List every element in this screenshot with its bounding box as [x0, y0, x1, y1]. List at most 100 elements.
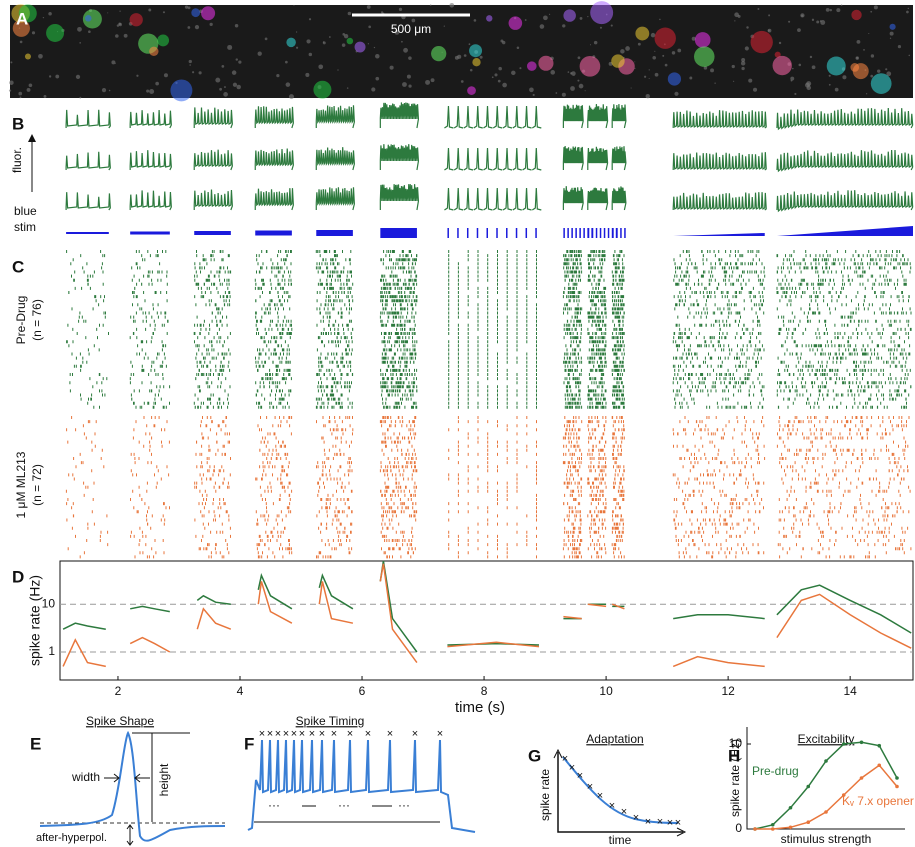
speck — [469, 43, 471, 45]
arrowhead — [28, 134, 36, 142]
stim — [130, 232, 170, 235]
stim — [612, 228, 614, 238]
speck — [649, 69, 650, 70]
cross: × — [587, 781, 593, 793]
speck — [111, 60, 115, 64]
cell — [509, 16, 523, 30]
cross: × — [347, 728, 353, 740]
speck — [820, 20, 822, 22]
points: ×××××××××××× — [562, 753, 681, 829]
speck — [9, 80, 13, 84]
speck — [908, 8, 909, 9]
speck — [662, 55, 664, 57]
speck — [289, 94, 294, 99]
speck — [874, 5, 878, 9]
panel-title: Spike Timing — [296, 714, 365, 728]
speck — [801, 15, 803, 17]
fluor-trace — [503, 188, 512, 210]
speck — [829, 75, 831, 77]
speck — [710, 68, 714, 72]
speck — [517, 46, 520, 49]
fluor-trace — [588, 147, 608, 170]
speck — [430, 4, 431, 5]
speck — [550, 70, 555, 75]
stim — [447, 228, 449, 238]
stim-label: stim — [14, 220, 36, 234]
panel-label: F — [244, 734, 254, 753]
speck — [625, 46, 630, 51]
speck — [794, 93, 796, 95]
speck — [792, 68, 793, 69]
cross: × — [387, 728, 393, 740]
speck — [768, 14, 770, 16]
speck — [568, 71, 570, 73]
series-line — [755, 742, 897, 829]
axes — [558, 752, 683, 832]
stim — [316, 230, 353, 236]
fluor-trace — [563, 105, 583, 128]
cell — [149, 47, 158, 56]
cell — [694, 46, 715, 67]
cross: × — [633, 812, 639, 824]
fluor-trace — [777, 150, 913, 171]
traces — [66, 102, 913, 558]
cross: × — [331, 728, 337, 740]
speck — [431, 78, 435, 82]
stim — [506, 228, 508, 238]
spike-train: ×××××××××××××× — [248, 728, 475, 832]
fluor-trace — [316, 187, 354, 210]
speck — [342, 33, 345, 36]
stim — [583, 228, 585, 238]
fluor-trace — [444, 106, 453, 128]
speck — [856, 56, 859, 59]
speck — [375, 77, 379, 81]
series-label: Pre-drug — [752, 764, 799, 778]
speck — [502, 41, 505, 44]
speck — [309, 18, 311, 20]
speck — [403, 48, 408, 53]
cross: × — [562, 753, 568, 765]
speck — [480, 56, 483, 59]
speck — [461, 80, 464, 83]
speck — [124, 34, 128, 38]
speck — [659, 19, 661, 21]
x-tick-label: 14 — [843, 684, 857, 698]
speck — [620, 49, 624, 53]
stim — [467, 228, 469, 238]
speck — [38, 54, 43, 59]
speck — [305, 73, 309, 77]
speck — [163, 11, 165, 13]
speck — [549, 14, 550, 15]
panel-label: C — [12, 257, 24, 276]
fluor-trace — [194, 190, 232, 210]
fluor-trace — [777, 108, 913, 129]
speck — [587, 16, 588, 17]
speck — [519, 67, 521, 69]
speck — [577, 80, 579, 82]
speck — [579, 84, 584, 89]
fluor-trace — [588, 104, 608, 128]
fluor-trace — [612, 146, 626, 170]
speck — [265, 38, 268, 41]
speck — [745, 46, 749, 50]
x-label: time (s) — [455, 699, 505, 716]
stim — [575, 228, 577, 238]
speck — [753, 88, 757, 92]
speck — [88, 30, 91, 33]
speck — [562, 24, 565, 27]
speck — [77, 27, 82, 32]
fluor-trace — [493, 106, 502, 128]
speck — [689, 76, 692, 79]
dots: ··· — [268, 798, 280, 812]
fluor-trace — [454, 148, 463, 170]
speck — [258, 52, 262, 56]
dots: ··· — [398, 798, 410, 812]
speck — [836, 8, 840, 12]
cell — [751, 31, 773, 53]
cross: × — [437, 728, 443, 740]
speck — [791, 80, 793, 82]
cell — [286, 38, 296, 48]
speck — [219, 88, 222, 91]
cell — [827, 57, 846, 76]
x-tick-label: 2 — [115, 684, 122, 698]
